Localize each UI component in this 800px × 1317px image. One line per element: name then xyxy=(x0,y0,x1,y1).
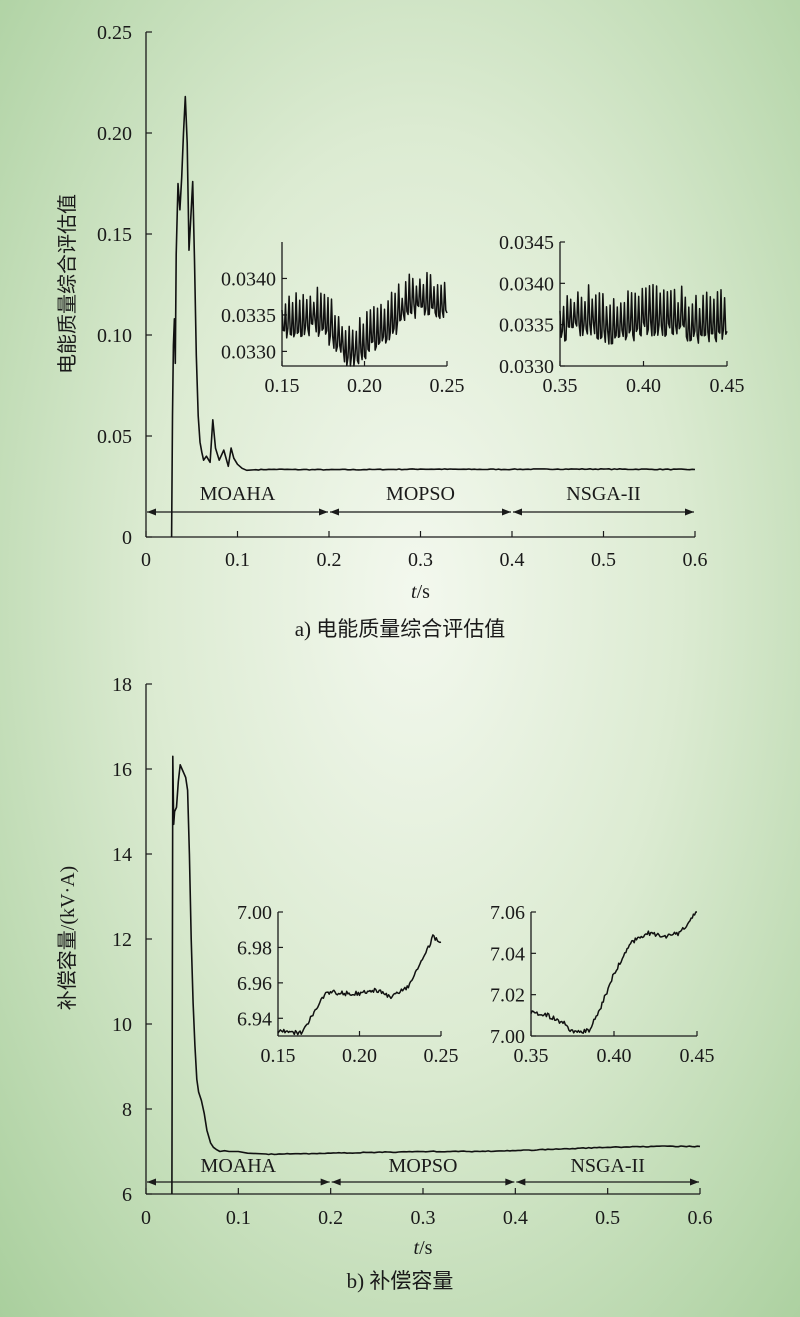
x-axis-label-symbol: t xyxy=(414,1237,420,1259)
inset-y-tick-label: 7.02 xyxy=(490,985,525,1007)
y-tick-label: 14 xyxy=(112,844,132,866)
inset-x-tick-label: 0.45 xyxy=(680,1045,715,1067)
y-tick-label: 0.15 xyxy=(97,224,132,246)
inset-chart: 0.35 0.40 0.45 7.00 7.02 7.04 7.06 xyxy=(490,902,715,1067)
x-axis-label-unit: /s xyxy=(417,581,431,603)
series-line xyxy=(170,95,696,538)
inset-series-line xyxy=(281,271,448,367)
inset-x-tick-label: 0.15 xyxy=(265,375,300,397)
band-arrow-head-left xyxy=(147,508,156,516)
band-arrow-head-left xyxy=(330,508,339,516)
y-tick-label: 12 xyxy=(112,929,132,951)
y-tick-label: 10 xyxy=(112,1014,132,1036)
x-tick-label: 0.6 xyxy=(688,1207,713,1229)
x-tick-label: 0.5 xyxy=(591,549,616,571)
x-axis-label: t/s xyxy=(414,1237,433,1259)
y-tick-label: 0 xyxy=(122,527,132,549)
y-axis-label: 电能质量综合评估值 xyxy=(56,194,79,374)
inset-y-tick-label: 0.0330 xyxy=(499,356,554,378)
band-arrow-head-right xyxy=(690,1178,699,1186)
inset-y-tick-label: 0.0340 xyxy=(221,268,276,290)
series-line xyxy=(171,755,701,1195)
inset-x-tick-label: 0.25 xyxy=(424,1045,459,1067)
inset-x-tick-label: 0.20 xyxy=(342,1045,377,1067)
band-arrow-head-right xyxy=(319,508,328,516)
inset-y-tick-label: 7.00 xyxy=(490,1026,525,1048)
x-tick-label: 0.1 xyxy=(225,549,250,571)
y-tick-label: 0.10 xyxy=(97,325,132,347)
band-arrow-head-right xyxy=(320,1178,330,1186)
band-label: MOPSO xyxy=(389,1155,458,1177)
band-arrow-head-left xyxy=(513,508,522,516)
x-axis-label-unit: /s xyxy=(419,1237,433,1259)
x-tick-label: 0.1 xyxy=(226,1207,251,1229)
x-axis-label: t/s xyxy=(411,581,430,603)
y-tick-label: 8 xyxy=(122,1099,132,1121)
inset-y-tick-label: 7.06 xyxy=(490,902,525,924)
band-label: MOPSO xyxy=(386,483,455,505)
band-label: NSGA-II xyxy=(566,483,640,505)
inset-y-tick-label: 0.0335 xyxy=(499,315,554,337)
x-tick-label: 0.5 xyxy=(595,1207,620,1229)
band-arrow-head-right xyxy=(502,508,511,516)
inset-x-tick-label: 0.40 xyxy=(597,1045,632,1067)
x-tick-label: 0.2 xyxy=(317,549,342,571)
band-arrow-head-right xyxy=(505,1178,515,1186)
x-tick-label: 0.6 xyxy=(683,549,708,571)
x-tick-label: 0.3 xyxy=(411,1207,436,1229)
y-tick-label: 0.25 xyxy=(97,22,132,44)
band-arrow-head-left xyxy=(331,1178,341,1186)
inset-x-tick-label: 0.35 xyxy=(543,375,578,397)
y-tick-label: 16 xyxy=(112,759,132,781)
x-tick-label: 0.4 xyxy=(503,1207,528,1229)
x-axis-label-symbol: t xyxy=(411,581,417,603)
chart-panel-a: 0 0.1 0.2 0.3 0.4 0.5 0.6 0 0.05 0.10 0.15 0.20 0.25… xyxy=(56,22,745,641)
inset-y-tick-label: 0.0345 xyxy=(499,232,554,254)
inset-x-tick-label: 0.20 xyxy=(347,375,382,397)
inset-series-line xyxy=(530,911,697,1034)
y-tick-label: 18 xyxy=(112,674,132,696)
x-tick-label: 0 xyxy=(141,1207,151,1229)
inset-y-tick-label: 7.04 xyxy=(490,943,525,965)
chart-panel-b: 0 0.1 0.2 0.3 0.4 0.5 0.6 6 8 10 12 14 16 18 补偿容量/(kV·… xyxy=(56,674,715,1293)
x-tick-label: 0.3 xyxy=(408,549,433,571)
x-tick-label: 0.2 xyxy=(318,1207,343,1229)
inset-x-tick-label: 0.45 xyxy=(710,375,745,397)
band-arrow-head-right xyxy=(685,508,694,516)
x-tick-label: 0.4 xyxy=(500,549,525,571)
y-tick-label: 0.20 xyxy=(97,123,132,145)
inset-y-tick-label: 0.0340 xyxy=(499,273,554,295)
band-arrow-head-left xyxy=(516,1178,526,1186)
figure-caption: a) 电能质量综合评估值 xyxy=(295,617,506,641)
inset-chart: 0.35 0.40 0.45 0.0330 0.0335 0.0340 0.0345 xyxy=(499,232,745,397)
band-arrow-head-left xyxy=(147,1178,156,1186)
inset-series-line xyxy=(277,934,442,1036)
figure-caption: b) 补偿容量 xyxy=(347,1269,454,1293)
inset-y-tick-label: 6.94 xyxy=(237,1008,272,1030)
inset-series-line xyxy=(559,283,728,345)
band-label: MOAHA xyxy=(201,1155,277,1177)
y-tick-label: 0.05 xyxy=(97,426,132,448)
inset-y-tick-label: 7.00 xyxy=(237,902,272,924)
band-label: NSGA-II xyxy=(570,1155,644,1177)
inset-y-tick-label: 6.98 xyxy=(237,937,272,959)
band-label: MOAHA xyxy=(200,483,276,505)
inset-y-tick-label: 6.96 xyxy=(237,973,272,995)
inset-x-tick-label: 0.25 xyxy=(430,375,465,397)
inset-y-tick-label: 0.0335 xyxy=(221,305,276,327)
inset-x-tick-label: 0.35 xyxy=(514,1045,549,1067)
x-tick-label: 0 xyxy=(141,549,151,571)
inset-y-tick-label: 0.0330 xyxy=(221,341,276,363)
y-axis-label: 补偿容量/(kV·A) xyxy=(56,866,79,1010)
y-tick-label: 6 xyxy=(122,1184,132,1206)
inset-chart: 0.15 0.20 0.25 0.0330 0.0335 0.0340 xyxy=(221,242,465,397)
inset-x-tick-label: 0.40 xyxy=(626,375,661,397)
inset-x-tick-label: 0.15 xyxy=(261,1045,296,1067)
inset-chart: 0.15 0.20 0.25 6.94 6.96 6.98 7.00 xyxy=(237,902,459,1067)
